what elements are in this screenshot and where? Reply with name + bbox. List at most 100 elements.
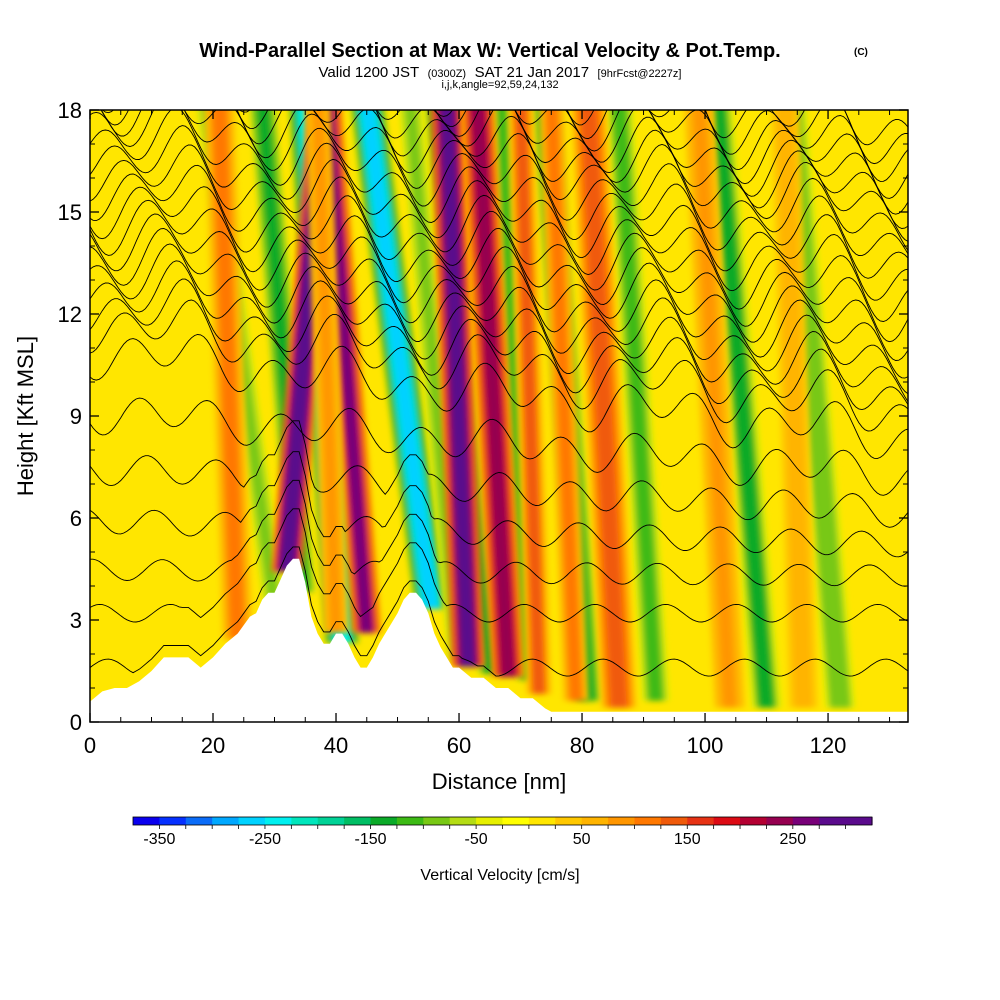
axes: 0 20 40 60 80 100 120 0 3 6 9 12 15 18 [58, 98, 908, 758]
theta-contour-21 [100, 110, 908, 229]
theta-contour-17 [90, 144, 908, 279]
colorbar-swatch [608, 817, 636, 825]
theta-contour-2 [90, 508, 908, 623]
downdraft-band [702, 110, 783, 708]
x-axis-label: Distance [nm] [432, 769, 567, 794]
theta-contour-4 [90, 451, 908, 558]
theta-contour-3 [90, 479, 908, 587]
theta-contour-12 [90, 228, 908, 379]
x-tick-label: 20 [201, 733, 225, 758]
updraft-band-layer [580, 110, 627, 708]
colorbar-swatch [133, 817, 160, 825]
updraft-band-layer [212, 110, 245, 640]
colorbar-swatch [212, 817, 240, 825]
colorbar-swatch [370, 817, 398, 825]
x-tick-label: 0 [84, 733, 96, 758]
colorbar-swatch [687, 817, 715, 825]
colorbar: -350 -250 -150 -50 50 150 250 [132, 816, 873, 848]
x-tick-label: 60 [447, 733, 471, 758]
updraft-band-layer [470, 110, 516, 677]
colorbar-tick-label: 250 [779, 831, 806, 848]
updraft-band-layer [546, 110, 582, 701]
theta-contour-18 [90, 125, 908, 257]
colorbar-swatch [634, 817, 662, 825]
subtitle-utc: (0300Z) [428, 68, 467, 80]
downdraft-band-layer [711, 110, 774, 708]
colorbar-swatch [449, 817, 477, 825]
colorbar-tick-label: -250 [249, 831, 281, 848]
y-tick-label: 15 [58, 200, 82, 225]
colorbar-swatch [502, 817, 530, 825]
theta-contour-7 [90, 334, 908, 460]
colorbar-tick-label: -150 [355, 831, 387, 848]
colorbar-tick-label: -350 [143, 831, 175, 848]
colorbar-swatch [845, 817, 873, 825]
subtitle-indices: i,j,k,angle=92,59,24,132 [441, 79, 558, 91]
downdraft-band-layer [613, 110, 662, 701]
velocity-field [196, 110, 856, 708]
colorbar-swatch [423, 817, 451, 825]
y-tick-label: 3 [70, 608, 82, 633]
theta-contour-22 [100, 110, 908, 215]
theta-contour-13 [90, 213, 908, 361]
theta-contour-6 [90, 397, 908, 496]
colorbar-swatch [713, 817, 741, 825]
updraft-band-layer [779, 110, 810, 708]
colorbar-swatch [766, 817, 794, 825]
theta-contour-10 [90, 260, 908, 402]
y-tick-label: 6 [70, 506, 82, 531]
updraft-band-layer [515, 110, 545, 694]
subtitle-valid: Valid 1200 JST [319, 64, 420, 81]
colorbar-swatch [185, 817, 213, 825]
colorbar-swatch [555, 817, 583, 825]
terrain [90, 558, 908, 722]
colorbar-swatch [740, 817, 768, 825]
updraft-band-layer [312, 110, 342, 633]
x-tick-label: 120 [810, 733, 847, 758]
colorbar-swatch [291, 817, 319, 825]
theta-contour-25 [434, 110, 908, 165]
y-tick-label: 18 [58, 98, 82, 123]
theta-contour-14 [90, 199, 908, 343]
x-tick-label: 100 [687, 733, 724, 758]
colorbar-swatch [264, 817, 292, 825]
downdraft-band-layer [360, 110, 439, 609]
colorbar-swatch [819, 817, 847, 825]
colorbar-swatch [581, 817, 609, 825]
x-tick-label: 80 [570, 733, 594, 758]
x-tick-label: 40 [324, 733, 348, 758]
updraft-band [683, 110, 746, 708]
chart-title-mark: (C) [854, 47, 868, 58]
y-axis-label: Height [Kft MSL] [13, 336, 38, 496]
colorbar-tick-label: 150 [674, 831, 701, 848]
theta-contour-5 [90, 420, 908, 528]
updraft-band [570, 110, 638, 708]
theta-contour-16 [90, 164, 908, 301]
colorbar-swatch [238, 817, 266, 825]
updraft-band [430, 110, 486, 667]
colorbar-swatch [792, 817, 820, 825]
colorbar-swatch [476, 817, 504, 825]
updraft-band [538, 110, 589, 701]
theta-contour-24 [239, 110, 908, 182]
y-tick-label: 0 [70, 710, 82, 735]
colorbar-swatch [344, 817, 372, 825]
theta-contour-1 [90, 546, 908, 677]
theta-contour-20 [90, 110, 908, 242]
chart-subtitle: Valid 1200 JST (0300Z) SAT 21 Jan 2017 [… [319, 64, 682, 81]
updraft-band [304, 110, 349, 633]
plot-area [90, 110, 908, 722]
colorbar-swatch [317, 817, 345, 825]
subtitle-date: SAT 21 Jan 2017 [475, 64, 590, 81]
updraft-band-layer [692, 110, 737, 708]
chart-title: Wind-Parallel Section at Max W: Vertical… [199, 40, 780, 62]
downdraft-band [605, 110, 671, 701]
theta-contour-23 [101, 110, 908, 199]
theta-contour-11 [90, 243, 908, 395]
theta-contour-15 [90, 186, 908, 322]
y-tick-label: 12 [58, 302, 82, 327]
colorbar-swatch [159, 817, 187, 825]
colorbar-swatch [528, 817, 556, 825]
colorbar-tick-label: -50 [465, 831, 488, 848]
